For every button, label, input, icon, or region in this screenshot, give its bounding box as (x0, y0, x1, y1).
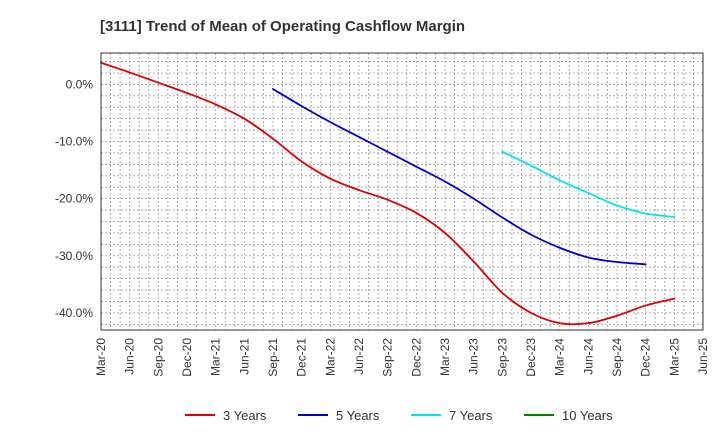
x-tick-label: Sep-21 (266, 338, 280, 377)
x-tick-label: Dec-23 (524, 338, 538, 377)
legend-label: 3 Years (223, 408, 267, 423)
x-tick-label: Mar-25 (667, 338, 681, 376)
legend-label: 5 Years (336, 408, 380, 423)
x-tick-label: Sep-23 (495, 338, 509, 377)
y-axis-tick-labels: 0.0% -10.0% -20.0% -30.0% -40.0% (55, 77, 93, 319)
y-tick-label: -20.0% (55, 192, 93, 206)
series-line-5-years (272, 88, 647, 266)
x-tick-label: Mar-20 (94, 338, 108, 376)
y-tick-label: -40.0% (55, 306, 93, 320)
y-tick-label: 0.0% (66, 77, 94, 91)
x-tick-label: Sep-20 (151, 338, 165, 377)
x-tick-label: Mar-23 (438, 338, 452, 376)
x-tick-label: Mar-22 (323, 338, 337, 376)
x-tick-label: Dec-21 (295, 338, 309, 377)
x-tick-label: Sep-24 (610, 338, 624, 377)
x-tick-label: Jun-21 (237, 338, 251, 375)
x-tick-label: Jun-20 (123, 338, 137, 375)
x-tick-label: Jun-23 (467, 338, 481, 375)
legend-label: 10 Years (562, 408, 613, 423)
y-tick-label: -10.0% (55, 135, 93, 149)
series-line-7-years (501, 150, 676, 218)
x-tick-label: Dec-24 (639, 338, 653, 377)
x-tick-label: Jun-25 (696, 338, 710, 375)
plot-frame (100, 52, 704, 331)
x-tick-label: Sep-22 (381, 338, 395, 377)
chart-title: [3111] Trend of Mean of Operating Cashfl… (100, 18, 465, 35)
x-tick-label: Mar-24 (553, 338, 567, 376)
y-tick-label: -30.0% (55, 249, 93, 263)
x-tick-label: Jun-22 (352, 338, 366, 375)
x-tick-label: Dec-22 (409, 338, 423, 377)
series-lines (100, 61, 676, 326)
y-gridlines (101, 61, 703, 325)
legend: 3 Years 5 Years 7 Years 10 Years (185, 408, 613, 423)
x-tick-label: Jun-24 (581, 338, 595, 375)
legend-label: 7 Years (449, 408, 493, 423)
series-line-3-years (100, 61, 676, 326)
x-axis-tick-labels: Mar-20 Jun-20 Sep-20 Dec-20 Mar-21 Jun-21 Sep-… (94, 338, 710, 377)
x-tick-label: Dec-20 (180, 338, 194, 377)
x-tick-label: Mar-21 (209, 338, 223, 376)
